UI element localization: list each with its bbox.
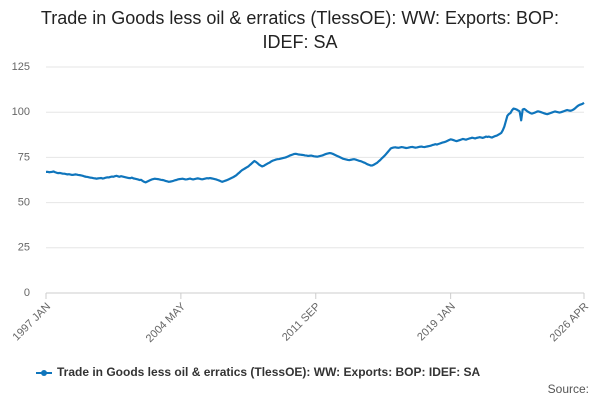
legend-label: Trade in Goods less oil & erratics (Tles… [57,365,481,379]
y-tick-label: 75 [18,151,30,163]
x-tick-label: 2011 SEP [280,301,323,344]
x-tick-label: 2019 JAN [415,301,458,344]
y-tick-label: 50 [18,197,30,209]
x-tick-label: 2004 MAY [144,300,189,345]
chart-title: Trade in Goods less oil & erratics (Tles… [40,8,560,52]
legend-marker [41,370,47,376]
y-tick-label: 25 [18,242,30,254]
y-tick-label: 125 [12,61,30,73]
x-tick-label: 2026 APR [548,301,592,345]
data-line [46,101,585,184]
y-tick-label: 0 [24,287,30,299]
source: Source: [548,382,589,396]
x-tick-label: 1997 JAN [11,301,54,344]
y-tick-label: 100 [12,106,30,118]
